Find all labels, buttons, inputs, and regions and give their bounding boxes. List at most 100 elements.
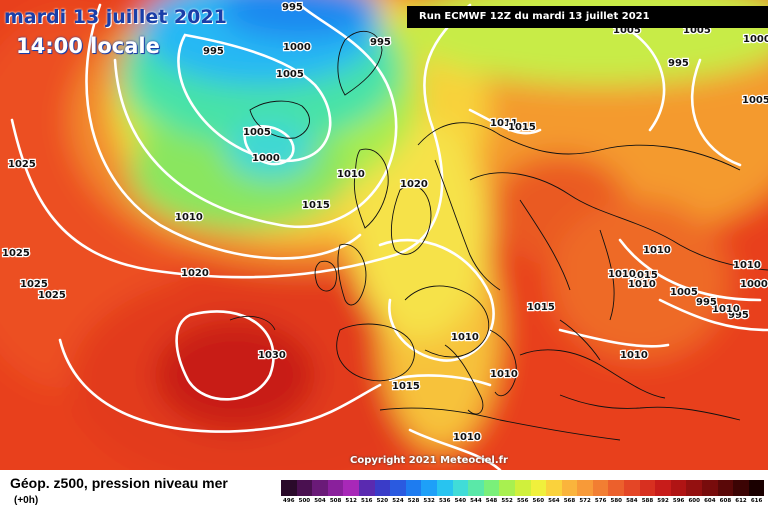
- isobar-label: 1025: [8, 159, 36, 170]
- scale-swatch: [312, 480, 328, 496]
- scale-label: 532: [423, 498, 435, 504]
- isobar-label: 1030: [258, 350, 286, 361]
- scale-swatch: [702, 480, 718, 496]
- isobar-lines: [10, 3, 768, 470]
- scale-label: 604: [704, 498, 716, 504]
- isobar-label: 1000: [743, 34, 768, 45]
- color-scale-labels: 496 500 504 508 512 516 520 524 528 532 536 540 544 5…: [281, 498, 764, 504]
- isobar-label: 1005: [243, 127, 271, 138]
- scale-label: 496: [283, 498, 295, 504]
- coastlines: [229, 30, 768, 441]
- isobar-label: 1015: [508, 122, 536, 133]
- isobar-label: 1015: [302, 200, 330, 211]
- isobar-label: 1010: [490, 369, 518, 380]
- color-scale: [281, 480, 765, 496]
- scale-label: 508: [329, 498, 342, 504]
- geopotential-field: [0, 0, 768, 470]
- scale-label: 600: [688, 498, 700, 504]
- scale-label: 592: [657, 498, 669, 504]
- isobar-label: 1015: [527, 302, 555, 313]
- scale-swatch: [561, 480, 578, 496]
- isobar-label: 1005: [742, 95, 768, 106]
- scale-swatch: [327, 480, 344, 496]
- scale-label: 564: [548, 498, 560, 504]
- isobar-label: 995: [282, 2, 303, 13]
- scale-label: 556: [516, 498, 529, 504]
- scale-label: 572: [579, 498, 591, 504]
- scale-swatch: [639, 480, 656, 496]
- isobar-label: 1010: [608, 269, 636, 280]
- scale-label: 536: [438, 498, 451, 504]
- scale-label: 500: [298, 498, 311, 504]
- scale-swatch: [499, 480, 515, 496]
- isobar-label: 1025: [38, 290, 66, 301]
- scale-label: 516: [361, 498, 373, 504]
- isobar-label: 995: [696, 297, 717, 308]
- scale-label: 552: [501, 498, 513, 504]
- isobar-label: 1010: [628, 279, 656, 290]
- legend-title: Géop. z500, pression niveau mer: [10, 475, 228, 491]
- scale-swatch: [655, 480, 671, 496]
- scale-swatch: [514, 480, 531, 496]
- isobar-label: 1000: [740, 279, 768, 290]
- scale-label: 584: [626, 498, 638, 504]
- weather-map: 995 995 995 1000 1005 1005 1000 1010 101…: [0, 0, 768, 470]
- scale-label: 504: [314, 498, 326, 504]
- isobar-label: 1010: [643, 245, 671, 256]
- scale-swatch: [530, 480, 547, 496]
- scale-swatch: [717, 480, 734, 496]
- isobar-label: 1010: [451, 332, 479, 343]
- copyright-text: Copyright 2021 Meteociel.fr: [350, 455, 508, 466]
- isobar-label: 1005: [276, 69, 304, 80]
- isobar-label: 1010: [733, 260, 761, 271]
- scale-label: 548: [485, 498, 498, 504]
- legend-footer: Géop. z500, pression niveau mer (+0h) 49…: [0, 470, 768, 512]
- scale-swatch: [624, 480, 640, 496]
- isobar-label: 1011: [490, 118, 518, 129]
- scale-label: 596: [672, 498, 685, 504]
- isobar-label: 1015: [630, 270, 658, 281]
- isobar-label: 1010: [453, 432, 481, 443]
- scale-label: 580: [610, 498, 622, 504]
- isobar-label: 1020: [400, 179, 428, 190]
- scale-label: 512: [345, 498, 357, 504]
- isobar-label: 1025: [2, 248, 30, 259]
- scale-swatch: [374, 480, 391, 496]
- scale-label: 608: [719, 498, 732, 504]
- scale-swatch: [686, 480, 703, 496]
- isobar-label: 1010: [175, 212, 203, 223]
- scale-swatch: [546, 480, 562, 496]
- scale-swatch: [452, 480, 469, 496]
- scale-label: 544: [470, 498, 482, 504]
- scale-swatch: [405, 480, 422, 496]
- map-time-title: 14:00 locale: [16, 34, 160, 58]
- run-info-banner: Run ECMWF 12Z du mardi 13 juillet 2021: [407, 6, 768, 28]
- isobar-label: 1005: [670, 287, 698, 298]
- isobar-label: 1015: [392, 381, 420, 392]
- scale-swatch: [436, 480, 453, 496]
- isobar-label: 1025: [20, 279, 48, 290]
- isobar-label: 995: [370, 37, 391, 48]
- scale-swatch: [390, 480, 406, 496]
- scale-label: 588: [641, 498, 654, 504]
- scale-swatch: [577, 480, 593, 496]
- map-date-title: mardi 13 juillet 2021: [4, 6, 227, 28]
- isobar-label: 1010: [620, 350, 648, 361]
- scale-swatch: [421, 480, 437, 496]
- scale-label: 616: [750, 498, 763, 504]
- scale-swatch: [358, 480, 375, 496]
- isobar-label: 1000: [252, 153, 280, 164]
- isobar-label: 995: [203, 46, 224, 57]
- isobar-labels: 995 995 995 1000 1005 1005 1000 1010 101…: [1, 1, 768, 445]
- isobar-label: 995: [668, 58, 689, 69]
- legend-subtitle: (+0h): [14, 495, 39, 506]
- scale-label: 560: [532, 498, 545, 504]
- scale-swatch: [296, 480, 313, 496]
- scale-label: 612: [735, 498, 747, 504]
- isobar-label: 995: [728, 310, 749, 321]
- scale-swatch: [483, 480, 500, 496]
- scale-swatch: [281, 480, 297, 496]
- scale-label: 540: [454, 498, 467, 504]
- scale-label: 524: [392, 498, 404, 504]
- scale-label: 528: [407, 498, 420, 504]
